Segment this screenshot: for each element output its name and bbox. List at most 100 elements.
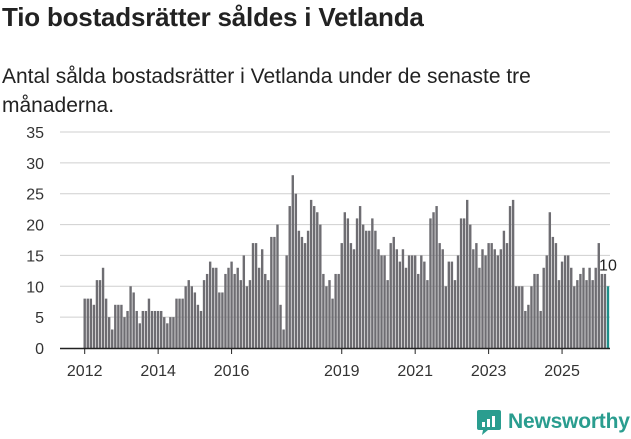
bar bbox=[557, 280, 561, 348]
bar bbox=[554, 243, 558, 348]
bar bbox=[426, 280, 429, 348]
bar bbox=[441, 249, 444, 348]
bar bbox=[123, 317, 126, 348]
bar bbox=[300, 236, 304, 348]
bar bbox=[475, 243, 478, 348]
bar bbox=[511, 199, 515, 348]
bar bbox=[153, 310, 157, 348]
y-tick-label: 0 bbox=[35, 341, 44, 358]
bar bbox=[401, 249, 405, 348]
bar bbox=[502, 230, 506, 348]
bar bbox=[322, 273, 325, 348]
x-tick-label: 2016 bbox=[214, 363, 250, 380]
bar bbox=[163, 317, 166, 348]
bar bbox=[585, 280, 588, 348]
bar bbox=[582, 267, 585, 348]
bar bbox=[380, 255, 383, 348]
newsworthy-logo[interactable]: Newsworthy bbox=[476, 407, 630, 437]
bar bbox=[230, 261, 233, 348]
bar bbox=[417, 273, 420, 348]
bar bbox=[156, 310, 160, 348]
bar bbox=[117, 304, 120, 348]
bar bbox=[456, 255, 460, 348]
bar bbox=[600, 273, 604, 348]
bar bbox=[172, 317, 175, 348]
bar bbox=[221, 292, 224, 348]
bar bbox=[212, 267, 215, 348]
bar bbox=[205, 273, 209, 348]
last-value-label: 10 bbox=[599, 257, 617, 274]
bar bbox=[505, 243, 509, 348]
bar bbox=[248, 280, 252, 348]
bar bbox=[377, 249, 380, 348]
bar bbox=[478, 267, 481, 348]
bar bbox=[319, 224, 322, 348]
bar bbox=[334, 273, 337, 348]
bar bbox=[126, 310, 129, 348]
bar bbox=[236, 267, 239, 348]
bar bbox=[276, 224, 279, 348]
bar bbox=[487, 243, 490, 348]
bar bbox=[306, 230, 310, 348]
bar bbox=[86, 298, 89, 348]
y-tick-label: 5 bbox=[35, 310, 44, 327]
x-tick-label: 2014 bbox=[140, 363, 176, 380]
bar bbox=[542, 267, 545, 348]
bar bbox=[469, 224, 472, 348]
bar bbox=[184, 286, 187, 348]
bar bbox=[104, 298, 108, 348]
bar bbox=[524, 310, 527, 348]
bar bbox=[594, 267, 597, 348]
bar bbox=[358, 206, 362, 348]
bar bbox=[530, 286, 533, 348]
bar bbox=[383, 255, 386, 348]
gridlines bbox=[60, 131, 610, 318]
bar bbox=[496, 255, 499, 348]
bar bbox=[462, 218, 466, 348]
x-tick-label: 2025 bbox=[544, 363, 580, 380]
bar bbox=[199, 310, 203, 348]
bar bbox=[603, 273, 607, 348]
bars bbox=[83, 175, 610, 348]
bar bbox=[270, 236, 273, 348]
bar bbox=[150, 310, 154, 348]
bar bbox=[398, 261, 402, 348]
bar bbox=[166, 323, 169, 348]
bar bbox=[279, 304, 282, 348]
bar bbox=[423, 261, 426, 348]
bar bbox=[251, 243, 255, 348]
bar bbox=[144, 310, 148, 348]
bar bbox=[196, 304, 200, 348]
bar bbox=[371, 218, 374, 348]
bar bbox=[120, 304, 123, 348]
bar bbox=[316, 212, 319, 348]
bar bbox=[147, 298, 151, 348]
bar bbox=[521, 286, 524, 348]
bar-latest bbox=[606, 286, 610, 348]
bar bbox=[239, 280, 242, 348]
bar bbox=[337, 273, 340, 348]
bar bbox=[285, 255, 288, 348]
bar bbox=[413, 255, 417, 348]
bar bbox=[141, 310, 145, 348]
bar bbox=[331, 298, 334, 348]
bar bbox=[481, 249, 484, 348]
chart-subtitle: Antal sålda bostadsrätter i Vetlanda und… bbox=[2, 65, 531, 117]
chart-title: Tio bostadsrätter såldes i Vetlanda bbox=[2, 2, 424, 32]
bar bbox=[111, 329, 114, 348]
bar bbox=[101, 267, 105, 348]
bar bbox=[242, 255, 246, 348]
bar bbox=[309, 199, 313, 348]
bar bbox=[533, 273, 536, 348]
bar bbox=[294, 193, 298, 348]
bar bbox=[202, 280, 206, 348]
bar bbox=[169, 317, 172, 348]
bar bbox=[313, 206, 316, 348]
bar bbox=[395, 249, 399, 348]
bar bbox=[435, 206, 438, 348]
bar bbox=[98, 280, 102, 348]
y-tick-label: 25 bbox=[26, 187, 44, 204]
bar bbox=[95, 280, 99, 348]
bar bbox=[267, 280, 270, 348]
bar bbox=[233, 273, 236, 348]
